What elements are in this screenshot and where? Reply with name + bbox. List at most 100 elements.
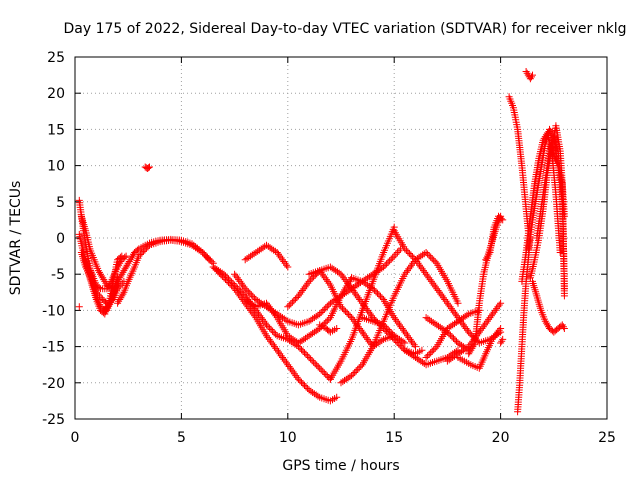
data-point xyxy=(497,215,505,223)
data-point xyxy=(288,366,296,374)
data-point xyxy=(430,256,438,264)
data-point xyxy=(302,334,309,342)
data-point xyxy=(495,326,503,334)
series-arc-36 xyxy=(522,68,536,83)
data-point xyxy=(320,272,328,280)
data-point xyxy=(404,267,411,275)
data-point xyxy=(348,285,356,293)
grid xyxy=(75,57,607,419)
data-point xyxy=(316,364,324,372)
data-point xyxy=(115,297,123,305)
data-point xyxy=(144,164,152,172)
data-point xyxy=(383,324,391,332)
x-tick-label: 0 xyxy=(71,430,80,446)
data-point xyxy=(372,288,380,296)
data-point xyxy=(220,270,228,278)
data-point xyxy=(304,352,312,360)
data-point xyxy=(264,322,272,330)
x-tick-label: 10 xyxy=(279,430,297,446)
data-point xyxy=(240,283,248,291)
data-point xyxy=(404,248,412,256)
data-point xyxy=(299,380,307,388)
data-point xyxy=(222,272,229,280)
data-point xyxy=(209,263,217,271)
data-point xyxy=(301,349,308,357)
x-tick-label: 15 xyxy=(385,430,403,446)
data-point xyxy=(497,299,505,307)
data-point xyxy=(135,252,143,260)
data-point xyxy=(345,281,353,289)
data-point xyxy=(307,276,315,284)
y-tick-label: 15 xyxy=(47,122,65,138)
data-point xyxy=(144,243,152,251)
data-point xyxy=(298,287,306,294)
series-arc-28 xyxy=(465,212,505,358)
data-point xyxy=(240,290,248,298)
data-point xyxy=(272,330,280,338)
data-point xyxy=(317,268,325,276)
data-point xyxy=(392,250,400,258)
data-point xyxy=(100,276,108,284)
data-point xyxy=(488,335,496,343)
data-point xyxy=(75,303,83,311)
data-point xyxy=(316,310,324,318)
data-point xyxy=(253,308,261,316)
data-point xyxy=(330,265,338,273)
data-point xyxy=(425,274,433,282)
data-point xyxy=(121,253,129,261)
data-point xyxy=(429,319,437,326)
data-point xyxy=(413,258,421,265)
series-arc-27 xyxy=(454,325,505,372)
data-point xyxy=(305,277,313,285)
data-point xyxy=(267,326,275,333)
data-point xyxy=(547,127,555,135)
data-point xyxy=(139,247,147,255)
data-point xyxy=(343,309,351,317)
data-point xyxy=(378,294,386,302)
data-point xyxy=(443,328,451,336)
series-arc-05 xyxy=(82,252,130,293)
data-point xyxy=(308,274,316,282)
data-point xyxy=(425,350,433,358)
data-point xyxy=(418,265,426,273)
data-point xyxy=(115,276,123,284)
data-point xyxy=(465,350,473,358)
data-point xyxy=(264,301,272,309)
data-point xyxy=(226,276,234,284)
data-point xyxy=(469,343,477,351)
data-point xyxy=(428,347,436,355)
data-point xyxy=(380,321,388,329)
data-point xyxy=(417,263,425,271)
data-point xyxy=(491,332,499,340)
y-tick-label: 20 xyxy=(47,86,65,102)
data-point xyxy=(386,257,394,265)
data-point xyxy=(399,338,407,346)
data-point xyxy=(465,328,473,336)
data-point xyxy=(244,288,252,296)
data-point xyxy=(325,279,333,287)
data-point xyxy=(287,334,295,342)
data-point xyxy=(127,254,135,262)
data-point xyxy=(463,311,471,319)
data-point xyxy=(297,288,305,296)
data-point xyxy=(427,317,435,325)
data-point xyxy=(114,277,122,285)
data-point xyxy=(454,317,462,325)
data-point xyxy=(294,292,302,300)
data-point xyxy=(225,275,232,283)
series-arc-10 xyxy=(209,263,341,405)
series-arc-21 xyxy=(358,314,409,347)
data-point xyxy=(338,272,346,280)
data-point xyxy=(318,270,326,278)
data-point xyxy=(317,366,325,374)
data-point xyxy=(124,259,132,267)
data-point xyxy=(482,319,490,327)
data-point xyxy=(453,312,461,320)
data-point xyxy=(560,292,568,300)
data-point xyxy=(317,309,325,316)
data-point xyxy=(381,261,389,269)
data-point xyxy=(421,268,429,276)
data-point xyxy=(367,271,375,279)
data-point xyxy=(277,254,285,262)
data-point xyxy=(489,310,497,318)
